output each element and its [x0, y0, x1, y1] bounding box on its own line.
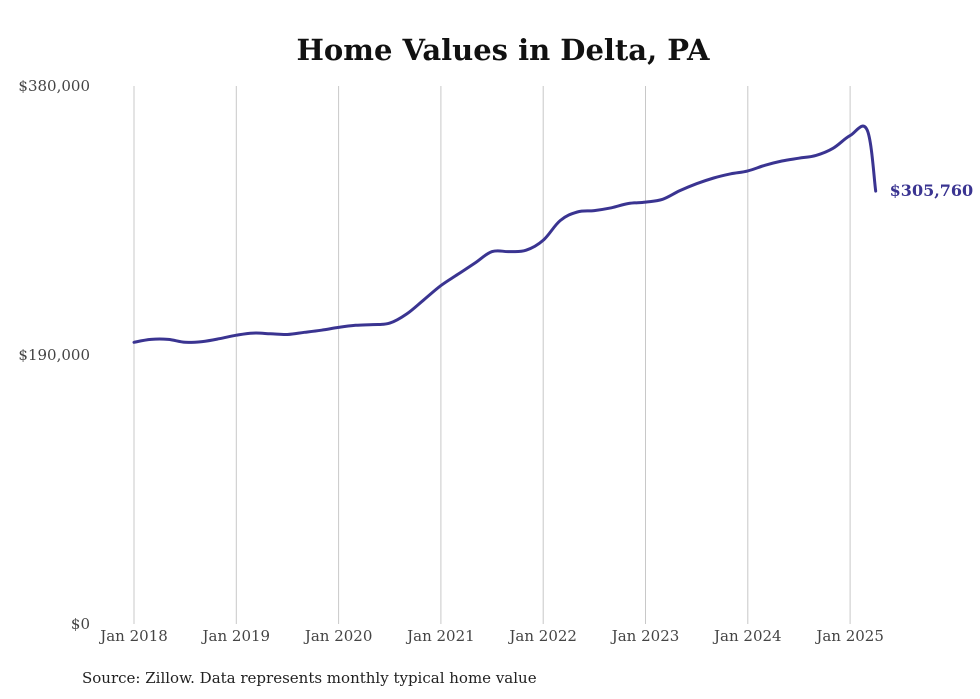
gridlines: [133, 86, 851, 624]
x-tick-label: Jan 2025: [814, 627, 884, 645]
y-axis-ticks: $0 $190,000 $380,000: [18, 77, 90, 633]
x-tick-label: Jan 2024: [712, 627, 782, 645]
x-tick-label: Jan 2023: [610, 627, 680, 645]
series-line: [132, 124, 878, 344]
x-tick-label: Jan 2018: [98, 627, 168, 645]
y-tick-label: $380,000: [18, 77, 90, 95]
y-tick-label: $0: [71, 615, 90, 633]
x-tick-label: Jan 2020: [303, 627, 373, 645]
x-tick-label: Jan 2019: [201, 627, 271, 645]
chart-title: Home Values in Delta, PA: [297, 33, 710, 67]
x-tick-label: Jan 2021: [405, 627, 475, 645]
x-axis-ticks: Jan 2018 Jan 2019 Jan 2020 Jan 2021 Jan 2022…: [98, 627, 884, 645]
source-note: Source: Zillow. Data represents monthly …: [82, 669, 537, 687]
end-value-label: $305,760: [890, 181, 974, 200]
y-tick-label: $190,000: [18, 346, 90, 364]
x-tick-label: Jan 2022: [507, 627, 577, 645]
